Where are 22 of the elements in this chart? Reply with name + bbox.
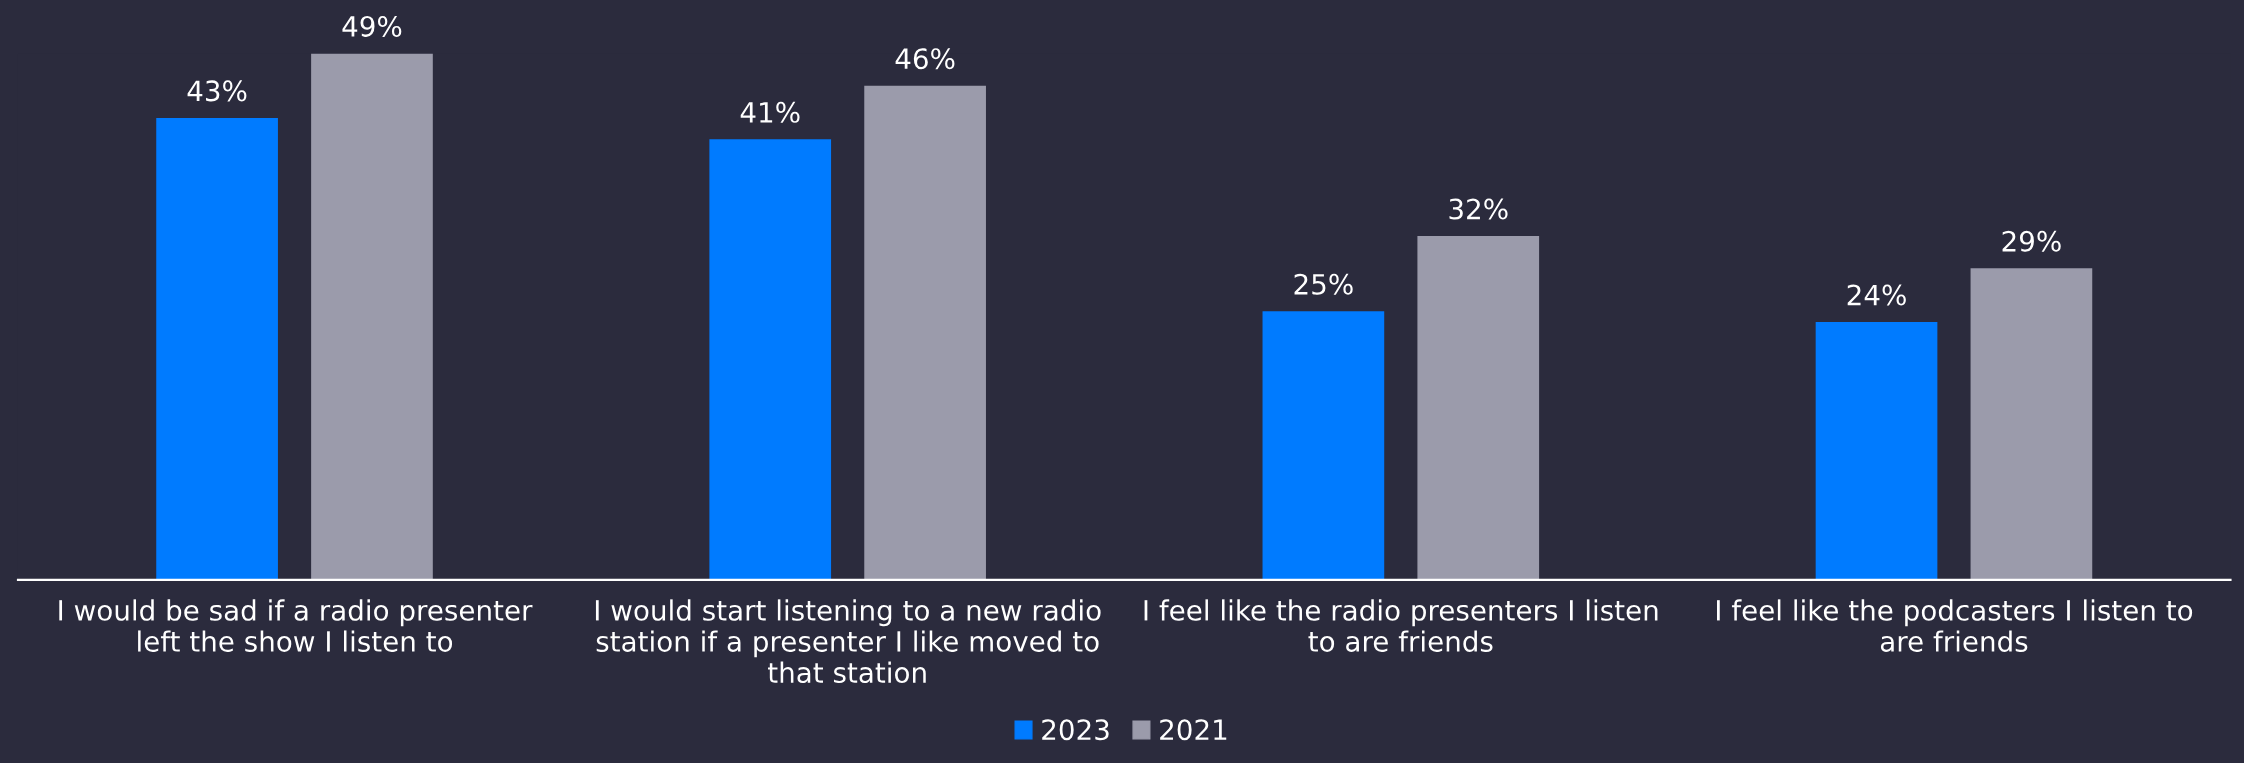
- data-label: 25%: [1294, 273, 1353, 295]
- legend-label: 2023: [1042, 719, 1109, 741]
- data-label: 32%: [1449, 198, 1508, 220]
- bar: [709, 139, 832, 580]
- data-label: 29%: [2002, 230, 2061, 252]
- x-tick-label: I would start listening to a new radio station if a presenter I like moved to that station: [595, 599, 1101, 684]
- data-label: 49%: [342, 15, 402, 37]
- data-label: 24%: [1847, 284, 1906, 306]
- bar: [1970, 268, 2093, 580]
- x-tick-label: I feel like the radio presenters I listen to are friends: [1144, 599, 1658, 652]
- bar: [1417, 236, 1540, 580]
- data-label: 46%: [895, 48, 955, 70]
- x-tick-label: I feel like the podcasters I listen to are friends: [1717, 599, 2193, 652]
- bar: [311, 53, 433, 580]
- legend-label: 2021: [1160, 719, 1227, 741]
- bar: [1815, 322, 1938, 580]
- bar: [156, 117, 278, 580]
- data-label: 43%: [187, 80, 247, 102]
- x-tick-label: I would be sad if a radio presenter left the show I listen to: [59, 599, 533, 652]
- bar: [1262, 311, 1385, 580]
- data-label: 41%: [740, 101, 800, 123]
- bar: [864, 85, 986, 580]
